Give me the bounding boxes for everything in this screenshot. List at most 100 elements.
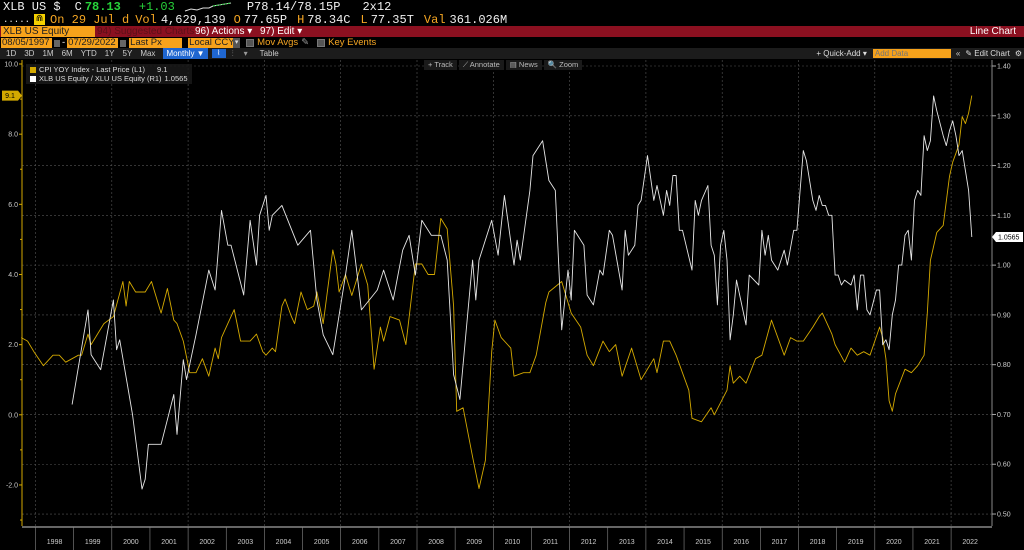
high-label: H bbox=[297, 12, 305, 27]
table-button[interactable]: Table bbox=[259, 49, 279, 58]
mov-avgs-label: Mov Avgs bbox=[257, 37, 299, 48]
low-price: 77.35T bbox=[370, 12, 414, 27]
legend-value: 9.1 bbox=[157, 65, 168, 74]
x-tick-label: 2015 bbox=[695, 539, 711, 546]
alert-icon[interactable]: ⋒ bbox=[34, 14, 46, 25]
gear-icon[interactable]: ⚙ bbox=[1014, 49, 1022, 58]
period-max[interactable]: Max bbox=[140, 49, 156, 58]
legend-label: CPI YOY Index - Last Price (L1) bbox=[39, 65, 146, 74]
x-tick-label: 2003 bbox=[238, 539, 254, 546]
suggested-charts-button[interactable]: 94) Suggested Charts bbox=[97, 26, 195, 37]
pencil-icon[interactable]: ✎ bbox=[301, 37, 310, 48]
edit-chart-button[interactable]: ✎ Edit Chart bbox=[965, 49, 1010, 58]
edit-menu[interactable]: 97) Edit ▾ bbox=[260, 26, 303, 37]
bid-ask: P78.14/78.15P bbox=[246, 0, 341, 14]
x-tick-label: 2011 bbox=[543, 539, 558, 546]
mov-avgs-toggle[interactable]: Mov Avgs ✎ bbox=[246, 38, 309, 48]
left-tick-label: 0.0 bbox=[8, 412, 18, 419]
cpi-yoy-line[interactable] bbox=[20, 95, 973, 489]
traded-value: 361.026M bbox=[449, 12, 508, 27]
left-tick-label: 10.0 bbox=[4, 62, 18, 69]
ticker: XLB US $ bbox=[3, 0, 61, 14]
currency-selector[interactable]: Local CCY bbox=[188, 37, 235, 48]
start-date-field[interactable]: 08/05/1997 bbox=[1, 38, 52, 48]
chevron-down-icon[interactable]: ▾ bbox=[233, 38, 241, 48]
view-title: Line Chart bbox=[969, 26, 1016, 37]
end-date-field[interactable]: 07/29/2022 bbox=[67, 38, 119, 48]
x-tick-label: 2000 bbox=[123, 539, 139, 546]
right-tick-label: 0.70 bbox=[997, 412, 1011, 419]
x-tick-label: 2016 bbox=[733, 539, 749, 546]
field-selector[interactable]: Last Px bbox=[129, 38, 183, 48]
date-separator: - bbox=[62, 37, 66, 48]
right-tick-label: 1.00 bbox=[997, 263, 1011, 270]
open-label: O bbox=[233, 12, 241, 27]
checkbox[interactable] bbox=[246, 39, 255, 47]
actions-menu[interactable]: 96) Actions ▾ bbox=[195, 26, 253, 37]
command-bar: XLB US Equity 94) Suggested Charts 96) A… bbox=[0, 26, 1024, 37]
right-tick-label: 0.90 bbox=[997, 312, 1011, 319]
left-tick-label: -2.0 bbox=[6, 482, 18, 489]
right-tick-label: 1.10 bbox=[997, 213, 1011, 220]
line-chart-icon[interactable]: ⌇ bbox=[211, 49, 226, 58]
bid-ask-size: 2x12 bbox=[362, 0, 392, 14]
last-value-tag-right-label: 1.0565 bbox=[998, 234, 1020, 241]
calendar-icon[interactable] bbox=[120, 39, 127, 47]
chevron-down-icon[interactable]: ▾ bbox=[243, 49, 248, 58]
security-field[interactable]: XLB US Equity bbox=[1, 26, 95, 37]
right-tick-label: 1.30 bbox=[997, 113, 1011, 120]
collapse-icon[interactable]: « bbox=[955, 49, 961, 58]
left-tick-label: 2.0 bbox=[8, 342, 18, 349]
date-label: On 29 Jul d bbox=[50, 12, 130, 27]
legend-swatch bbox=[30, 67, 36, 74]
right-tick-label: 0.60 bbox=[997, 462, 1011, 469]
x-tick-label: 2004 bbox=[276, 539, 292, 546]
price-change: +1.03 bbox=[138, 0, 175, 14]
left-tick-label: 4.0 bbox=[8, 272, 18, 279]
period-1y[interactable]: 1Y bbox=[104, 49, 115, 58]
checkbox[interactable] bbox=[317, 39, 326, 47]
period-6m[interactable]: 6M bbox=[61, 49, 73, 58]
period-ytd[interactable]: YTD bbox=[80, 49, 97, 58]
quick-add-button[interactable]: + Quick-Add ▾ bbox=[816, 49, 867, 58]
legend-item[interactable]: CPI YOY Index - Last Price (L1) 9.1 bbox=[30, 65, 188, 74]
x-tick-label: 2019 bbox=[848, 539, 864, 546]
x-tick-label: 2007 bbox=[390, 539, 406, 546]
right-tick-label: 1.40 bbox=[997, 64, 1011, 71]
last-value-tag-left bbox=[2, 90, 22, 101]
x-tick-label: 1998 bbox=[47, 539, 63, 546]
vol-label: Vol bbox=[135, 12, 157, 27]
period-1m[interactable]: 1M bbox=[42, 49, 54, 58]
bar-chart-icon[interactable]: ⫶ bbox=[231, 49, 234, 58]
news-button[interactable]: ▤ News bbox=[505, 60, 542, 70]
x-tick-label: 2005 bbox=[314, 539, 330, 546]
close-label: C bbox=[74, 0, 82, 14]
legend-item[interactable]: XLB US Equity / XLU US Equity (R1) 1.0565 bbox=[30, 74, 188, 83]
high-price: 78.34C bbox=[307, 12, 351, 27]
x-tick-label: 2006 bbox=[352, 539, 368, 546]
x-tick-label: 2008 bbox=[428, 539, 444, 546]
add-data-input[interactable] bbox=[872, 49, 951, 58]
x-tick-label: 2010 bbox=[505, 539, 521, 546]
xlb-xlu-ratio-line[interactable] bbox=[71, 95, 973, 490]
period-1d[interactable]: 1D bbox=[6, 49, 17, 58]
right-tick-label: 0.50 bbox=[997, 512, 1011, 519]
val-label: Val bbox=[423, 12, 446, 27]
key-events-label: Key Events bbox=[328, 37, 377, 48]
sparkline-icon bbox=[184, 2, 231, 12]
options-row: 08/05/1997 - 07/29/2022 Last Px Local CC… bbox=[0, 38, 1024, 48]
period-3d[interactable]: 3D bbox=[24, 49, 35, 58]
calendar-icon[interactable] bbox=[54, 39, 60, 47]
zoom-button[interactable]: 🔍 Zoom bbox=[543, 60, 583, 70]
right-tick-label: 0.80 bbox=[997, 362, 1011, 369]
line-chart[interactable]: 10.0 8.0 6.0 4.0 2.0 0.0 -2.0 1.40 1.30 1.20 1.10 1… bbox=[0, 59, 1024, 550]
last-value-tag-right bbox=[992, 231, 1023, 242]
x-tick-label: 2012 bbox=[581, 539, 597, 546]
key-events-toggle[interactable]: Key Events bbox=[317, 38, 376, 48]
annotate-button[interactable]: ⟋ Annotate bbox=[458, 60, 504, 70]
frequency-selector[interactable]: Monthly ▼ bbox=[163, 48, 208, 59]
chart-toolbar: + Track ⟋ Annotate ▤ News 🔍 Zoom bbox=[424, 60, 584, 70]
track-button[interactable]: + Track bbox=[424, 60, 457, 70]
period-5y[interactable]: 5Y bbox=[122, 49, 133, 58]
x-tick-label: 2018 bbox=[810, 539, 826, 546]
